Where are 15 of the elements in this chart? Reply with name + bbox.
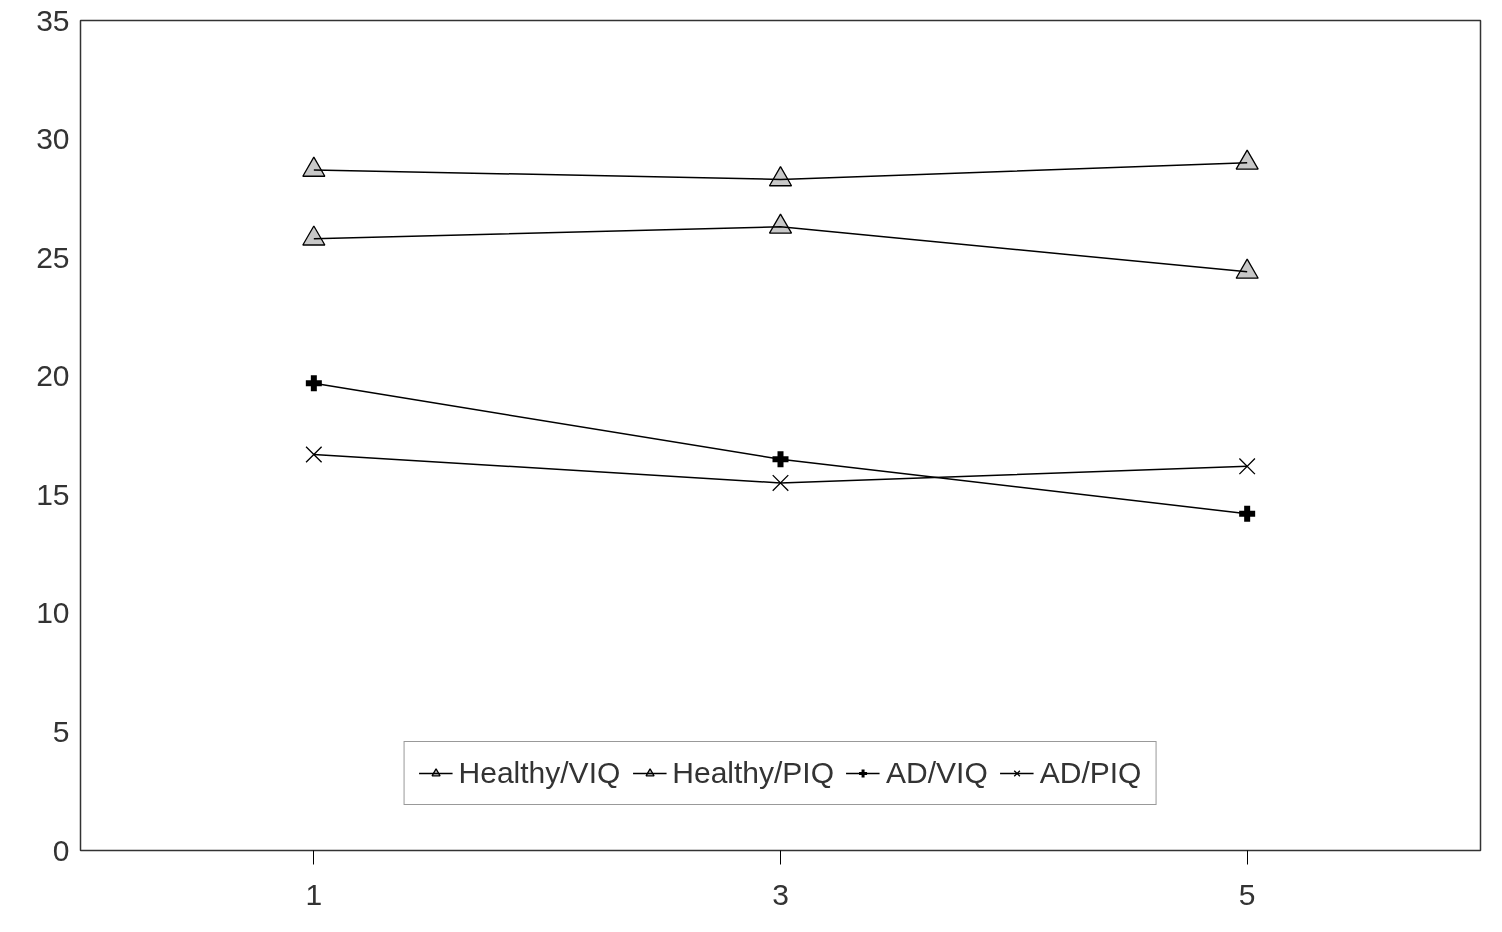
legend-label: AD/VIQ xyxy=(886,756,988,790)
y-tick-label: 20 xyxy=(36,359,70,393)
y-tick-label: 25 xyxy=(36,240,70,274)
legend-label: Healthy/PIQ xyxy=(672,756,835,790)
y-tick-label: 10 xyxy=(36,596,70,630)
legend-label: Healthy/VIQ xyxy=(458,756,621,790)
legend-label: AD/PIQ xyxy=(1039,756,1142,790)
x-tick-label: 1 xyxy=(305,877,323,911)
y-tick-label: 30 xyxy=(36,122,70,156)
x-tick-label: 3 xyxy=(772,877,789,911)
y-tick-label: 15 xyxy=(36,477,70,511)
y-tick-label: 5 xyxy=(52,714,70,748)
y-tick-label: 35 xyxy=(36,3,70,37)
x-tick-label: 5 xyxy=(1238,877,1256,911)
y-tick-label: 0 xyxy=(52,833,70,867)
